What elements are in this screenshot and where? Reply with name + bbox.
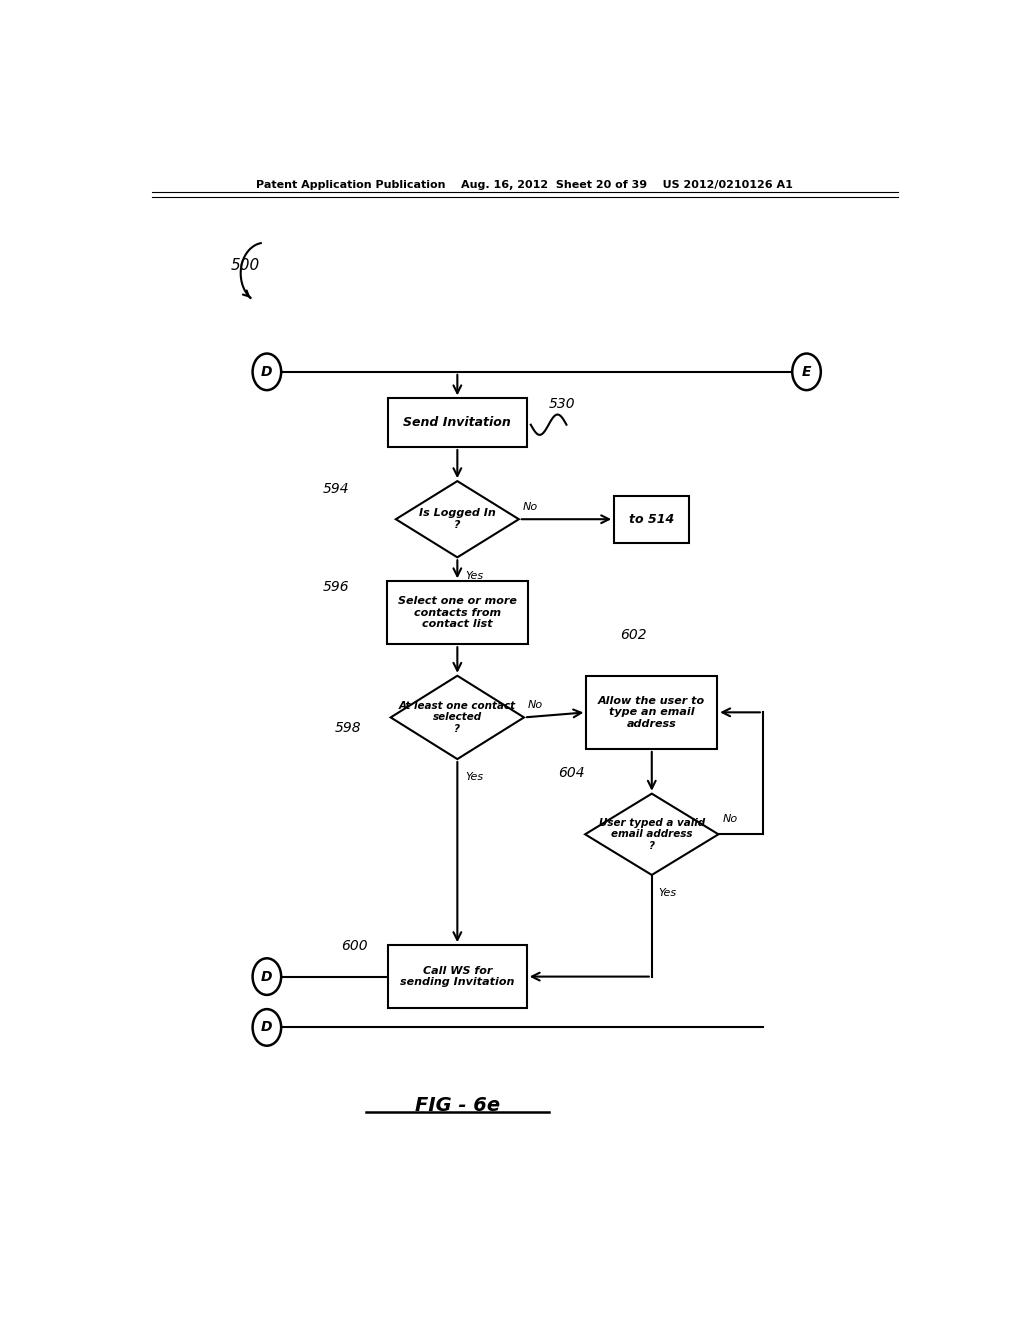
- Text: No: No: [722, 814, 737, 824]
- Text: Send Invitation: Send Invitation: [403, 416, 511, 429]
- Text: No: No: [528, 700, 543, 710]
- Circle shape: [253, 958, 282, 995]
- Text: At least one contact
selected
?: At least one contact selected ?: [398, 701, 516, 734]
- Text: D: D: [261, 364, 272, 379]
- Text: Is Logged In
?: Is Logged In ?: [419, 508, 496, 531]
- FancyBboxPatch shape: [388, 399, 526, 447]
- Text: No: No: [523, 502, 538, 512]
- Text: to 514: to 514: [629, 512, 675, 525]
- Text: 500: 500: [231, 257, 260, 273]
- Text: Allow the user to
type an email
address: Allow the user to type an email address: [598, 696, 706, 729]
- Text: 594: 594: [323, 482, 349, 496]
- Text: Select one or more
contacts from
contact list: Select one or more contacts from contact…: [398, 597, 517, 630]
- Circle shape: [253, 1008, 282, 1045]
- Text: Yes: Yes: [658, 888, 676, 898]
- Text: 604: 604: [558, 767, 585, 780]
- Text: D: D: [261, 970, 272, 983]
- Text: Call WS for
sending Invitation: Call WS for sending Invitation: [400, 966, 514, 987]
- Text: Yes: Yes: [465, 570, 483, 581]
- FancyBboxPatch shape: [587, 676, 717, 748]
- Circle shape: [793, 354, 821, 391]
- FancyBboxPatch shape: [388, 945, 526, 1008]
- Text: Yes: Yes: [465, 772, 483, 783]
- Polygon shape: [391, 676, 524, 759]
- Polygon shape: [585, 793, 719, 875]
- Text: FIG - 6e: FIG - 6e: [415, 1096, 500, 1115]
- Text: 602: 602: [620, 628, 647, 642]
- Text: Patent Application Publication    Aug. 16, 2012  Sheet 20 of 39    US 2012/02101: Patent Application Publication Aug. 16, …: [256, 180, 794, 190]
- Text: 600: 600: [341, 939, 368, 953]
- Text: 530: 530: [549, 397, 575, 412]
- Text: User typed a valid
email address
?: User typed a valid email address ?: [599, 817, 705, 851]
- FancyBboxPatch shape: [614, 496, 689, 543]
- Text: D: D: [261, 1020, 272, 1035]
- FancyBboxPatch shape: [387, 581, 528, 644]
- Text: E: E: [802, 364, 811, 379]
- Text: 598: 598: [334, 721, 361, 735]
- Text: 596: 596: [323, 581, 349, 594]
- Circle shape: [253, 354, 282, 391]
- Polygon shape: [396, 480, 519, 557]
